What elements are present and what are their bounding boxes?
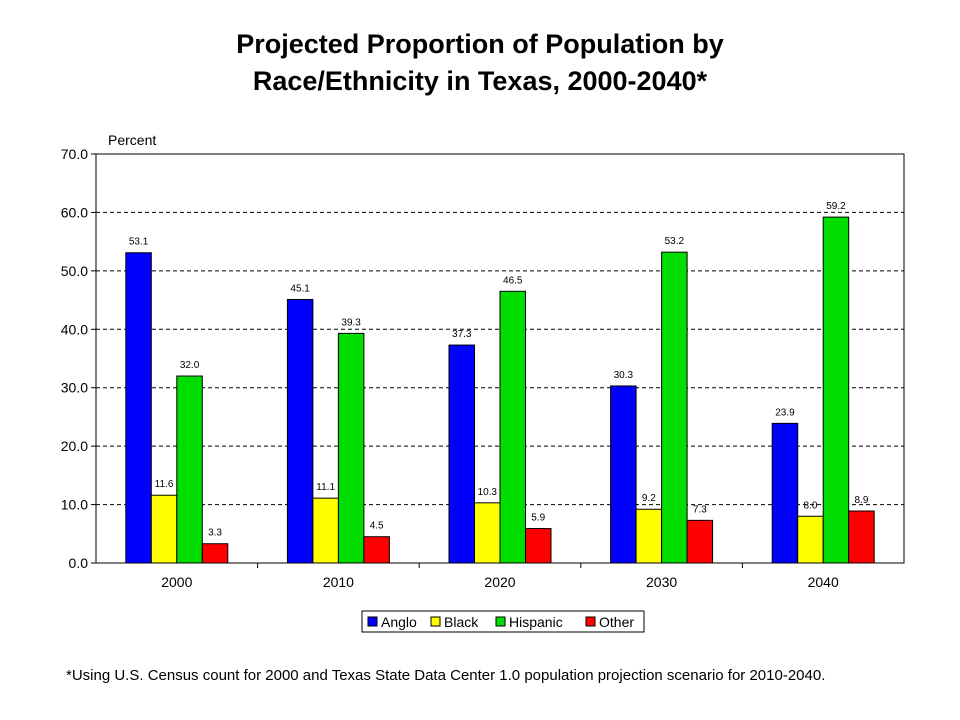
y-tick-label: 20.0 [61, 438, 88, 454]
data-label: 3.3 [208, 528, 222, 539]
data-label: 37.3 [452, 329, 472, 340]
bar-other-2020 [525, 528, 552, 564]
y-tick-label: 40.0 [61, 321, 88, 337]
legend-swatch-black [430, 616, 441, 627]
data-label: 11.6 [155, 479, 174, 490]
data-label: 9.2 [642, 493, 656, 504]
bar-other-2000 [201, 543, 229, 564]
data-label: 4.5 [370, 521, 384, 532]
y-tick-label: 50.0 [61, 263, 88, 279]
y-axis-label: Percent [108, 132, 156, 148]
data-label: 53.1 [129, 237, 149, 248]
legend-label-anglo: Anglo [381, 614, 417, 630]
bar-black-2000 [150, 494, 178, 564]
legend-swatch-other [585, 616, 596, 627]
legend-swatch-hispanic [495, 616, 506, 627]
data-label: 8.9 [854, 495, 868, 506]
legend-label-hispanic: Hispanic [509, 614, 563, 630]
data-label: 11.1 [316, 482, 335, 493]
data-label: 32.0 [180, 360, 200, 371]
y-tick-label: 30.0 [61, 380, 88, 396]
bar-other-2040 [848, 510, 875, 564]
y-tick-label: 10.0 [61, 497, 88, 513]
bar-hispanic-2000 [176, 375, 203, 564]
chart-title-line-1: Projected Proportion of Population by [236, 29, 724, 59]
data-label: 53.2 [665, 236, 685, 247]
data-label: 46.5 [503, 275, 523, 286]
bar-hispanic-2020 [499, 290, 526, 564]
bar-hispanic-2010 [337, 332, 365, 564]
x-tick-label: 2020 [484, 574, 515, 590]
data-label: 5.9 [531, 513, 545, 524]
footnote: *Using U.S. Census count for 2000 and Te… [66, 667, 826, 684]
legend-swatch-anglo [367, 616, 378, 627]
y-tick-label: 60.0 [61, 204, 88, 220]
legend-label-other: Other [599, 614, 634, 630]
y-tick-label: 70.0 [61, 146, 88, 162]
bar-black-2010 [312, 497, 339, 564]
chart-title-line-2: Race/Ethnicity in Texas, 2000-2040* [252, 66, 708, 96]
data-label: 30.3 [614, 370, 634, 381]
data-label: 8.0 [803, 500, 817, 511]
x-tick-label: 2010 [323, 574, 354, 590]
bar-hispanic-2030 [661, 251, 688, 564]
data-label: 59.2 [826, 201, 846, 212]
bar-anglo-2010 [286, 298, 314, 564]
x-tick-label: 2040 [808, 574, 839, 590]
chart-title: Projected Proportion of Population by Ra… [0, 26, 960, 100]
bar-black-2030 [635, 508, 663, 564]
bar-black-2040 [797, 515, 824, 564]
x-tick-label: 2030 [646, 574, 677, 590]
bar-other-2010 [363, 536, 390, 564]
legend-label-black: Black [444, 614, 479, 630]
bar-anglo-2020 [448, 344, 475, 564]
bar-other-2030 [686, 519, 714, 564]
bar-hispanic-2040 [822, 216, 850, 564]
bar-black-2020 [474, 502, 501, 564]
data-label: 39.3 [341, 317, 361, 328]
bar-anglo-2030 [610, 385, 637, 564]
data-label: 10.3 [478, 487, 498, 498]
y-tick-label: 0.0 [69, 555, 89, 571]
data-label: 7.3 [693, 504, 707, 515]
bar-anglo-2000 [125, 252, 152, 564]
data-label: 45.1 [290, 283, 310, 294]
bar-anglo-2040 [771, 422, 799, 564]
data-label: 23.9 [775, 407, 795, 418]
x-tick-label: 2000 [161, 574, 192, 590]
